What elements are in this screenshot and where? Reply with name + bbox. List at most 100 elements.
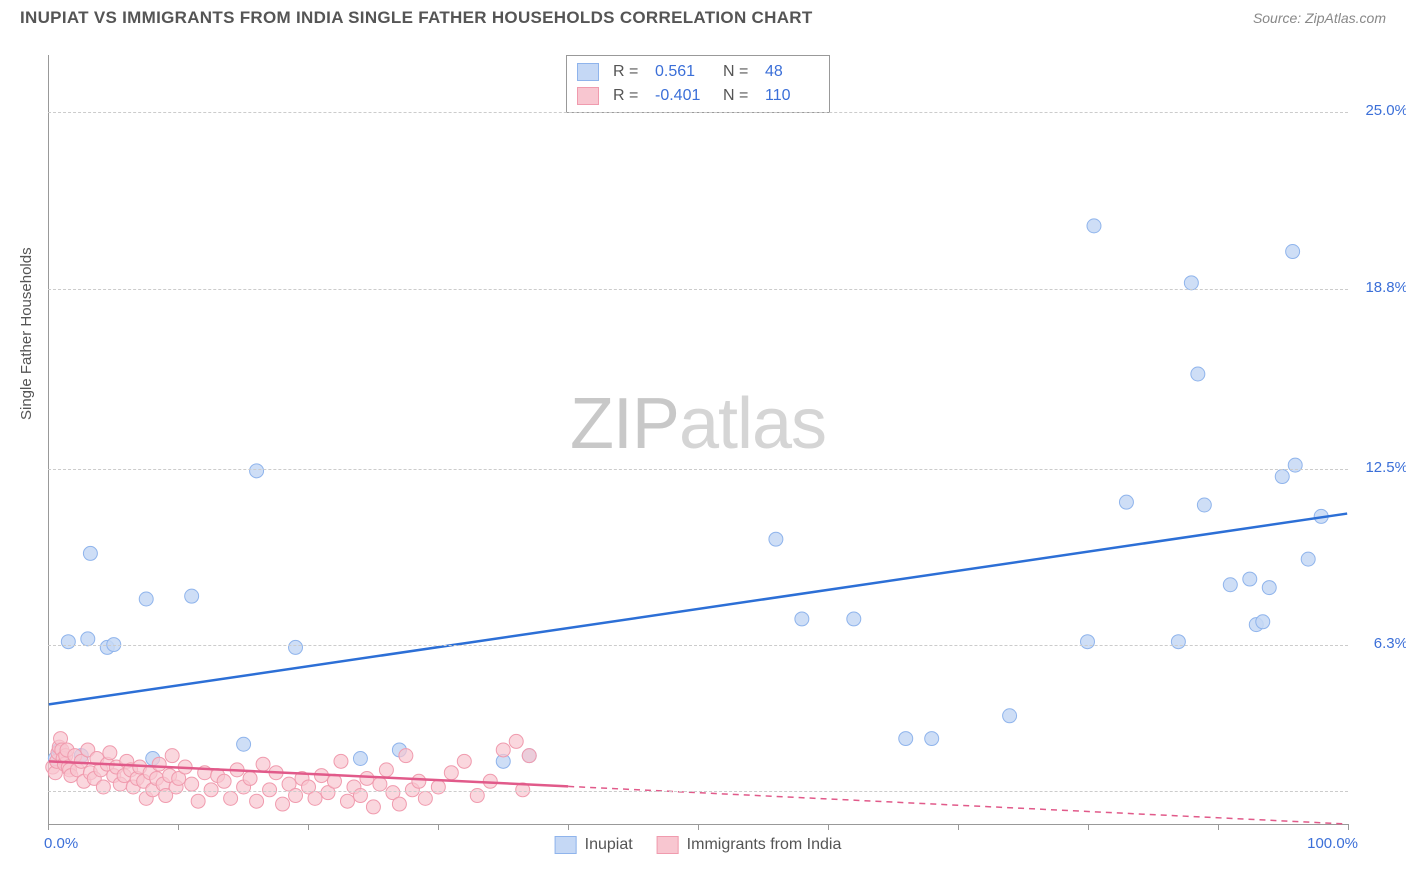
trend-line-dashed bbox=[568, 786, 1347, 824]
legend-swatch-1 bbox=[657, 836, 679, 854]
data-point bbox=[899, 732, 913, 746]
y-tick-label: 25.0% bbox=[1365, 102, 1406, 119]
data-point bbox=[165, 749, 179, 763]
data-point bbox=[366, 800, 380, 814]
swatch-series-1 bbox=[577, 87, 599, 105]
data-point bbox=[1191, 367, 1205, 381]
data-point bbox=[418, 791, 432, 805]
n-label: N = bbox=[723, 87, 751, 105]
gridline bbox=[48, 469, 1348, 470]
data-point bbox=[392, 797, 406, 811]
data-point bbox=[61, 635, 75, 649]
n-label: N = bbox=[723, 63, 751, 81]
legend-label-1: Immigrants from India bbox=[687, 836, 842, 854]
data-point bbox=[289, 640, 303, 654]
x-tick bbox=[308, 824, 309, 830]
data-point bbox=[1262, 581, 1276, 595]
x-tick bbox=[828, 824, 829, 830]
data-point bbox=[1288, 458, 1302, 472]
chart-title: INUPIAT VS IMMIGRANTS FROM INDIA SINGLE … bbox=[20, 8, 813, 28]
y-tick-label: 6.3% bbox=[1374, 635, 1406, 652]
data-point bbox=[431, 780, 445, 794]
data-point bbox=[256, 757, 270, 771]
x-tick bbox=[178, 824, 179, 830]
data-point bbox=[243, 771, 257, 785]
data-point bbox=[334, 754, 348, 768]
stats-row-series-1: R = -0.401 N = 110 bbox=[577, 84, 819, 108]
data-point bbox=[1119, 495, 1133, 509]
stats-legend-box: R = 0.561 N = 48 R = -0.401 N = 110 bbox=[566, 55, 830, 113]
data-point bbox=[353, 752, 367, 766]
r-value-0: 0.561 bbox=[655, 63, 709, 81]
trend-line bbox=[49, 514, 1347, 705]
data-point bbox=[522, 749, 536, 763]
data-point bbox=[444, 766, 458, 780]
r-label: R = bbox=[613, 63, 641, 81]
data-point bbox=[379, 763, 393, 777]
r-value-1: -0.401 bbox=[655, 87, 709, 105]
data-point bbox=[96, 780, 110, 794]
gridline bbox=[48, 791, 1348, 792]
data-point bbox=[925, 732, 939, 746]
data-point bbox=[276, 797, 290, 811]
data-point bbox=[1243, 572, 1257, 586]
data-point bbox=[1184, 276, 1198, 290]
data-point bbox=[496, 743, 510, 757]
data-point bbox=[457, 754, 471, 768]
x-tick bbox=[438, 824, 439, 830]
data-point bbox=[1256, 615, 1270, 629]
data-point bbox=[81, 632, 95, 646]
x-tick bbox=[1088, 824, 1089, 830]
y-tick-label: 18.8% bbox=[1365, 279, 1406, 296]
x-tick bbox=[1218, 824, 1219, 830]
data-point bbox=[847, 612, 861, 626]
data-point bbox=[1087, 219, 1101, 233]
data-point bbox=[1003, 709, 1017, 723]
data-point bbox=[103, 746, 117, 760]
x-tick bbox=[958, 824, 959, 830]
x-tick-label-left: 0.0% bbox=[44, 835, 78, 852]
data-point bbox=[412, 774, 426, 788]
legend-label-0: Inupiat bbox=[585, 836, 633, 854]
data-point bbox=[509, 734, 523, 748]
data-point bbox=[237, 737, 251, 751]
legend-swatch-0 bbox=[555, 836, 577, 854]
n-value-0: 48 bbox=[765, 63, 819, 81]
gridline bbox=[48, 112, 1348, 113]
r-label: R = bbox=[613, 87, 641, 105]
data-point bbox=[1286, 245, 1300, 259]
legend-item-0: Inupiat bbox=[555, 836, 633, 854]
gridline bbox=[48, 289, 1348, 290]
data-point bbox=[360, 771, 374, 785]
data-point bbox=[1081, 635, 1095, 649]
x-tick bbox=[698, 824, 699, 830]
data-point bbox=[1275, 470, 1289, 484]
data-point bbox=[185, 589, 199, 603]
data-point bbox=[250, 794, 264, 808]
data-point bbox=[795, 612, 809, 626]
y-axis-label: Single Father Households bbox=[18, 247, 35, 420]
data-point bbox=[217, 774, 231, 788]
legend-item-1: Immigrants from India bbox=[657, 836, 842, 854]
data-point bbox=[185, 777, 199, 791]
data-point bbox=[308, 791, 322, 805]
swatch-series-0 bbox=[577, 63, 599, 81]
y-tick-label: 12.5% bbox=[1365, 459, 1406, 476]
n-value-1: 110 bbox=[765, 87, 819, 105]
data-point bbox=[340, 794, 354, 808]
x-tick bbox=[1348, 824, 1349, 830]
chart-plot-area: ZIPatlas R = 0.561 N = 48 R = -0.401 N =… bbox=[48, 55, 1348, 825]
data-point bbox=[1223, 578, 1237, 592]
data-point bbox=[1171, 635, 1185, 649]
data-point bbox=[139, 592, 153, 606]
data-point bbox=[191, 794, 205, 808]
data-point bbox=[373, 777, 387, 791]
x-tick bbox=[48, 824, 49, 830]
data-point bbox=[152, 757, 166, 771]
gridline bbox=[48, 645, 1348, 646]
scatter-svg bbox=[48, 55, 1348, 824]
data-point bbox=[224, 791, 238, 805]
data-point bbox=[250, 464, 264, 478]
data-point bbox=[769, 532, 783, 546]
data-point bbox=[1197, 498, 1211, 512]
